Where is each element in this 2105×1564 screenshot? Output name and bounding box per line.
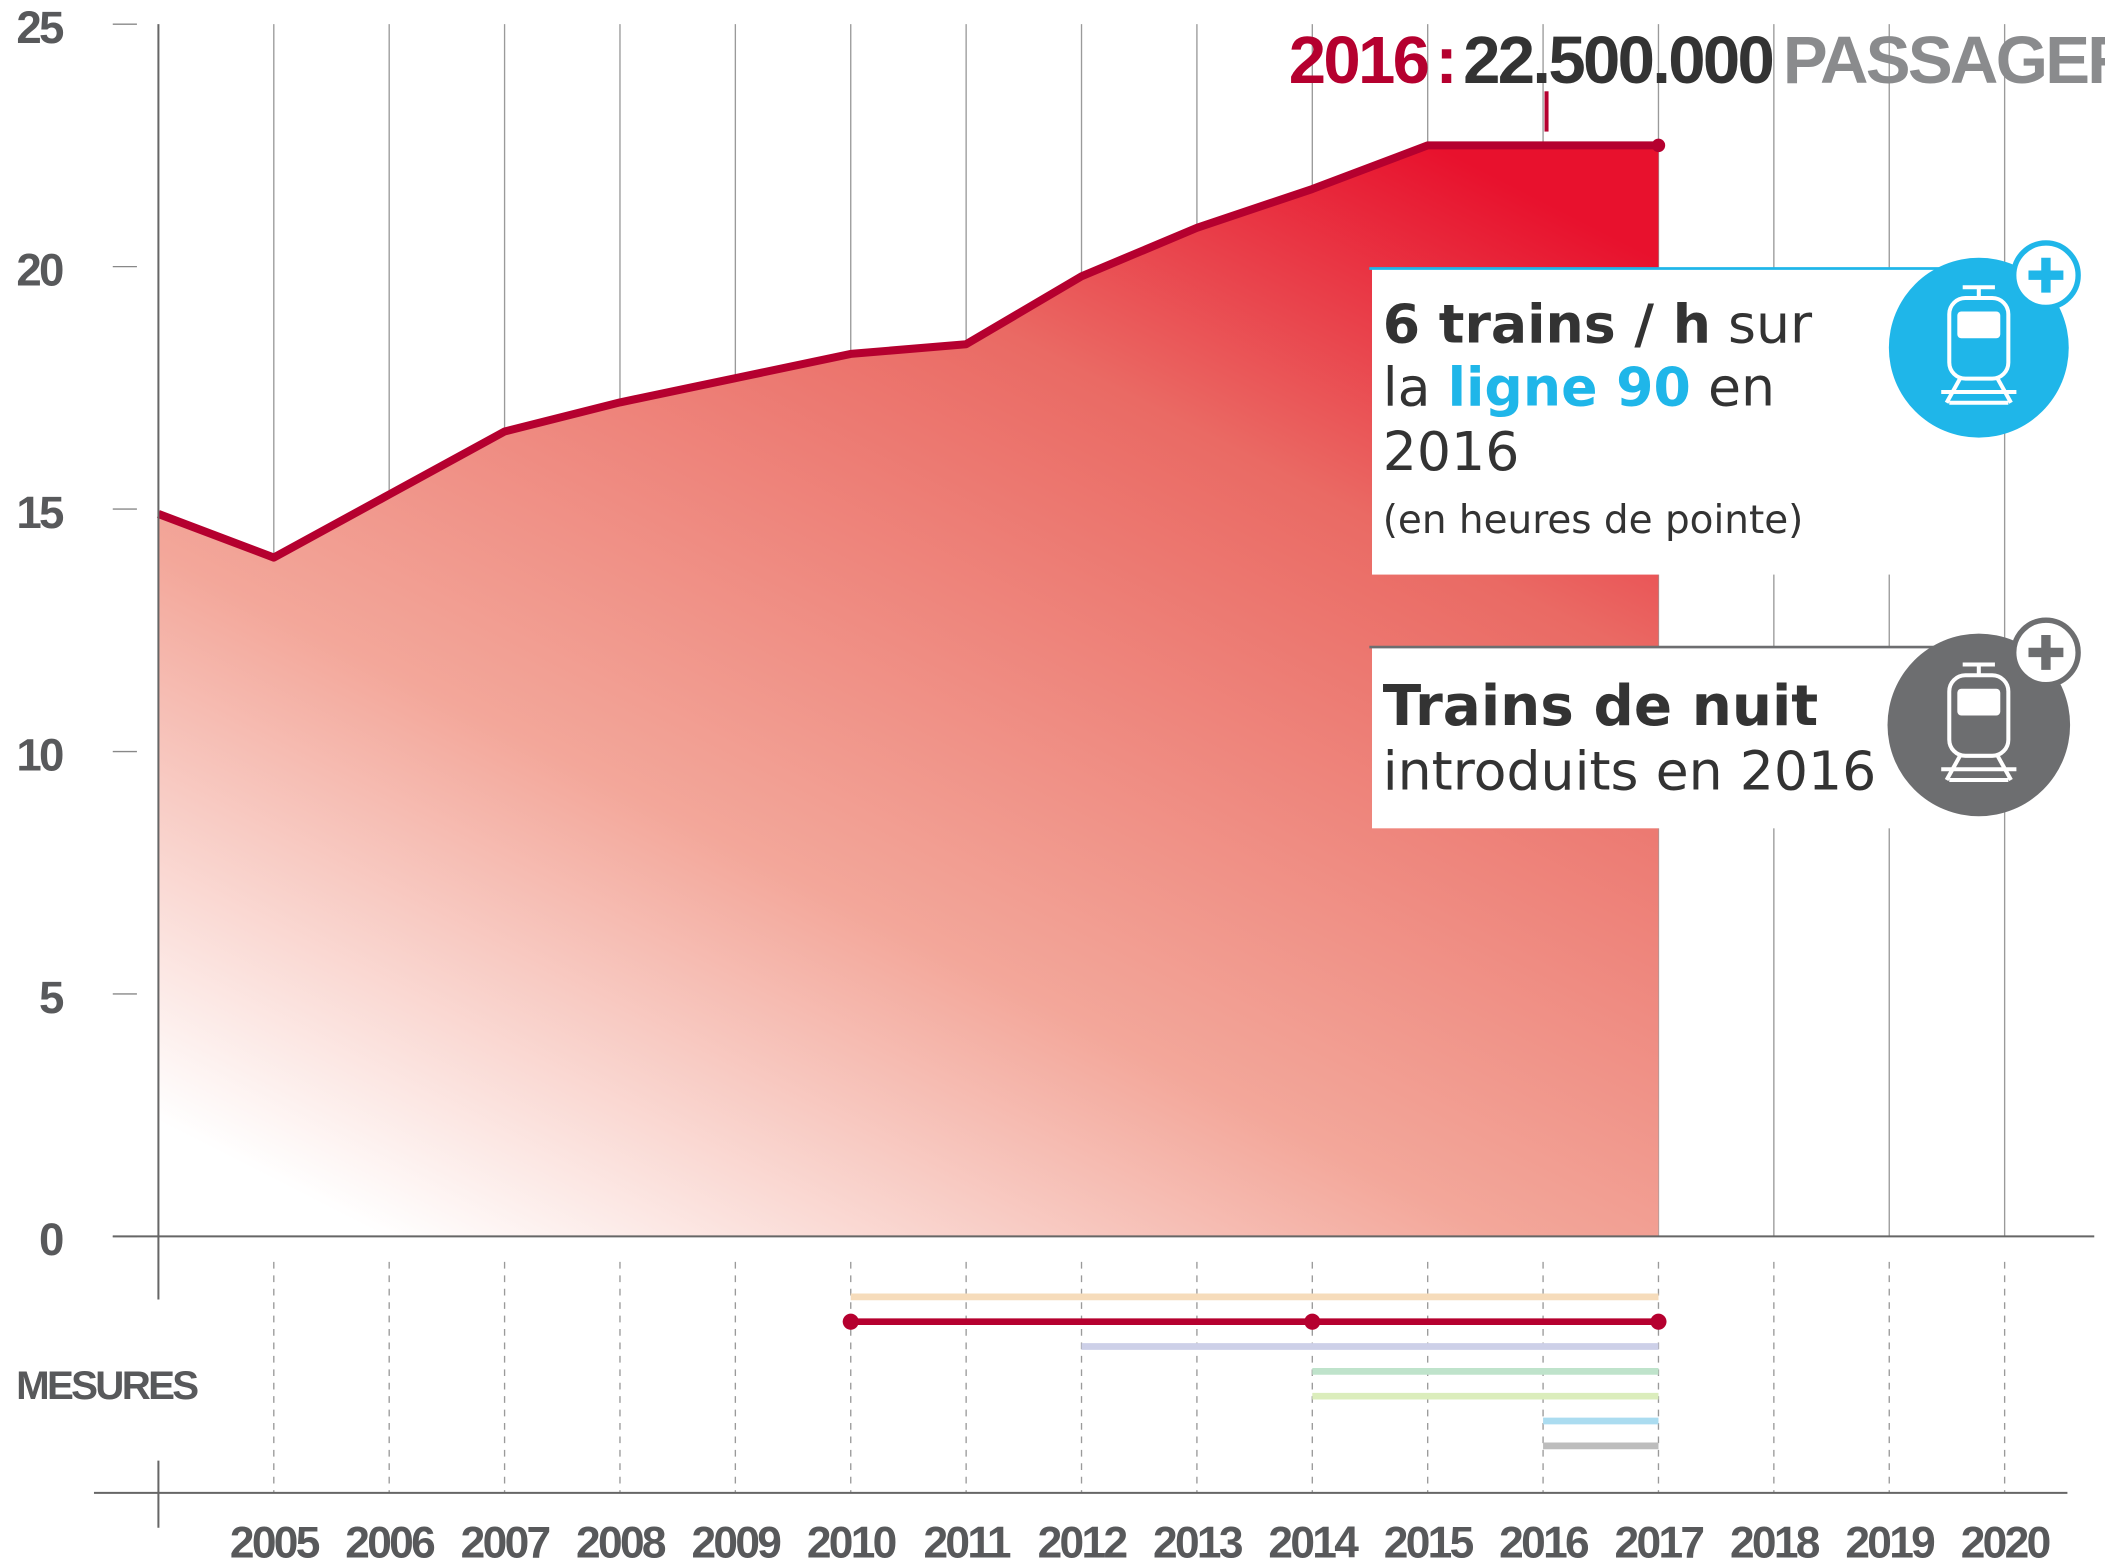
title: 2016:22.500.000PASSAGERS — [1289, 23, 2105, 98]
x-tick-label: 2018 — [1730, 1518, 1820, 1564]
y-tick-label: 0 — [39, 1214, 63, 1265]
y-tick-label: 5 — [39, 972, 64, 1023]
x-tick-label: 2009 — [691, 1518, 780, 1564]
x-tick-label: 2010 — [807, 1518, 896, 1564]
y-tick-label: 10 — [16, 729, 63, 780]
x-tick-label: 2008 — [576, 1518, 666, 1564]
title-count: 22.500.000 — [1463, 23, 1772, 98]
x-tick-label: 2005 — [230, 1518, 320, 1564]
callout-strong: Trains de nuit — [1383, 674, 1819, 739]
title-unit: PASSAGERS — [1783, 23, 2105, 98]
callout-1: 6 trains / h sur la ligne 90 en 2016 (en… — [1383, 292, 1813, 543]
callout-2: Trains de nuit introduits en 2016 — [1383, 674, 1877, 802]
callout-text: introduits en 2016 — [1383, 739, 1877, 802]
area-layer — [156, 138, 1666, 1237]
x-tick-label: 2006 — [345, 1518, 435, 1564]
y-tick-label: 20 — [16, 244, 63, 295]
axes: 2005 2006 2007 2008 2009 2010 2011 2012 2013 2014… — [16, 2, 2095, 1564]
callout-box — [1372, 268, 1963, 575]
measure-marker — [1650, 1313, 1667, 1330]
y-tick-label: 25 — [16, 2, 64, 53]
callout-line: la ligne 90 en — [1383, 355, 1775, 418]
callout-strong: ligne 90 — [1448, 355, 1691, 418]
title-colon: : — [1435, 23, 1455, 98]
x-tick-label: 2015 — [1384, 1518, 1474, 1564]
callout-text: 2016 — [1383, 420, 1520, 483]
x-tick-label: 2017 — [1615, 1518, 1704, 1564]
icon-train-gray — [1887, 617, 2081, 817]
callout-note: (en heures de pointe) — [1383, 498, 1804, 543]
measure-marker — [842, 1313, 859, 1330]
x-tick-label: 2014 — [1268, 1518, 1359, 1564]
end-dot — [1651, 138, 1666, 153]
callout-text: la — [1383, 355, 1448, 418]
x-tick-label: 2020 — [1961, 1518, 2050, 1564]
title-year: 2016 — [1289, 23, 1428, 98]
area-fill — [158, 145, 1659, 1237]
callout-text: en — [1691, 355, 1775, 418]
x-tick-label: 2016 — [1499, 1518, 1589, 1564]
x-tick-label: 2013 — [1153, 1518, 1243, 1564]
callout-box — [1372, 647, 1936, 829]
measure-marker — [1304, 1313, 1321, 1330]
callout-strong: 6 trains / h — [1383, 292, 1711, 355]
x-tick-label: 2019 — [1845, 1518, 1934, 1564]
x-tick-label: 2007 — [461, 1518, 550, 1564]
x-tick-label: 2011 — [923, 1518, 1010, 1564]
icon-train-blue — [1888, 240, 2081, 438]
y-tick-label: 15 — [16, 487, 64, 538]
measures-label: MESURES — [16, 1363, 198, 1408]
x-tick-label: 2012 — [1038, 1518, 1127, 1564]
area-line — [156, 141, 1659, 562]
measures — [842, 1293, 1667, 1450]
callout-text: sur — [1711, 292, 1813, 355]
callout-line: 6 trains / h sur — [1383, 292, 1813, 355]
